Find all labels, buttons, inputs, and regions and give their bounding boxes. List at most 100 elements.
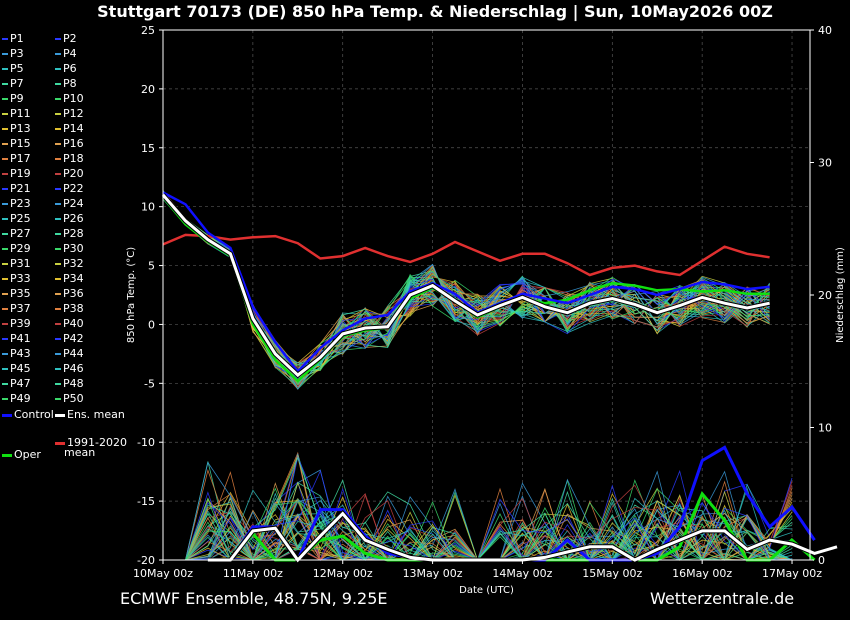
- member-temp-line-P12: [162, 190, 770, 377]
- highlighted-series: [161, 191, 838, 564]
- member-temp-line-P49: [162, 197, 770, 371]
- legend-label: P21: [10, 182, 31, 195]
- legend-swatch: [2, 278, 8, 280]
- legend-item-control: Control: [2, 408, 54, 422]
- legend-item-p9: P9: [2, 92, 24, 106]
- legend-item-p39: P39: [2, 317, 31, 331]
- y-tick-label: 15: [141, 142, 155, 155]
- legend-label: P42: [63, 332, 84, 345]
- legend-item-p23: P23: [2, 197, 31, 211]
- legend-label: P22: [63, 182, 84, 195]
- legend-label: P3: [10, 47, 24, 60]
- legend-item-p33: P33: [2, 272, 31, 286]
- legend-item-p41: P41: [2, 332, 31, 346]
- legend-swatch: [55, 53, 61, 55]
- legend-swatch: [55, 83, 61, 85]
- legend-swatch: [2, 188, 8, 190]
- legend-label: P10: [63, 92, 84, 105]
- member-temp-line-P23: [162, 195, 770, 366]
- member-temp-line-P36: [162, 196, 770, 366]
- legend-item-p2: P2: [55, 32, 77, 46]
- legend-item-p18: P18: [55, 152, 84, 166]
- legend-label: P17: [10, 152, 31, 165]
- legend-item-p22: P22: [55, 182, 84, 196]
- y2-tick-label: 10: [818, 422, 832, 435]
- legend-swatch: [55, 368, 61, 370]
- legend-label: P2: [63, 32, 77, 45]
- legend-label: P47: [10, 377, 31, 390]
- legend-item-p29: P29: [2, 242, 31, 256]
- legend-swatch: [2, 413, 12, 417]
- legend-label: Oper: [14, 448, 41, 461]
- y-tick-label: 10: [141, 201, 155, 214]
- legend-label: P9: [10, 92, 24, 105]
- y2-tick-label: 0: [818, 554, 825, 567]
- legend-swatch: [2, 338, 8, 340]
- y2-tick-label: 40: [818, 24, 832, 37]
- legend-swatch: [2, 53, 8, 55]
- legend-swatch: [2, 398, 8, 400]
- legend-swatch: [55, 441, 65, 445]
- legend-swatch: [55, 233, 61, 235]
- x-tick-label: 10May 00z: [133, 567, 193, 580]
- legend-item-p35: P35: [2, 287, 31, 301]
- member-temp-line-P46: [162, 194, 770, 366]
- legend-swatch: [2, 158, 8, 160]
- legend-item-p17: P17: [2, 152, 31, 166]
- chart-title: Stuttgart 70173 (DE) 850 hPa Temp. & Nie…: [97, 2, 773, 21]
- legend-item-p25: P25: [2, 212, 31, 226]
- legend-swatch: [2, 68, 8, 70]
- legend-swatch: [55, 383, 61, 385]
- legend-label: P43: [10, 347, 31, 360]
- legend-item-oper: Oper: [2, 448, 41, 462]
- legend-item-p31: P31: [2, 257, 31, 271]
- legend-label: P25: [10, 212, 31, 225]
- legend-label: P33: [10, 272, 31, 285]
- legend-label: P15: [10, 137, 31, 150]
- legend-label: P19: [10, 167, 31, 180]
- legend-item-p45: P45: [2, 362, 31, 376]
- legend-label: P44: [63, 347, 84, 360]
- member-temp-line-P26: [162, 198, 770, 368]
- legend-swatch: [55, 308, 61, 310]
- site-credit: Wetterzentrale.de: [650, 589, 795, 608]
- legend-swatch: [55, 323, 61, 325]
- legend-swatch: [2, 203, 8, 205]
- legend-item-p4: P4: [55, 47, 77, 61]
- legend-item-p20: P20: [55, 167, 84, 181]
- legend-label: P29: [10, 242, 31, 255]
- legend-item-p50: P50: [55, 392, 84, 406]
- legend-item-p6: P6: [55, 62, 77, 76]
- legend-swatch: [55, 353, 61, 355]
- y-axis-label: 850 hPa Temp. (°C): [126, 247, 137, 343]
- member-temp-line-P13: [162, 197, 770, 368]
- x-tick-label: 17May 00z: [762, 567, 822, 580]
- legend-item-p5: P5: [2, 62, 24, 76]
- legend-label: P50: [63, 392, 84, 405]
- x-tick-label: 15May 00z: [582, 567, 642, 580]
- legend-item-p19: P19: [2, 167, 31, 181]
- legend-swatch: [2, 128, 8, 130]
- legend-swatch: [55, 38, 61, 40]
- legend-item-ens-mean: Ens. mean: [55, 408, 125, 422]
- legend-label: P18: [63, 152, 84, 165]
- legend-item-p46: P46: [55, 362, 84, 376]
- legend-item-p3: P3: [2, 47, 24, 61]
- legend-item-p8: P8: [55, 77, 77, 91]
- y-tick-label: 20: [141, 83, 155, 96]
- legend-swatch: [2, 38, 8, 40]
- member-temp-line-P45: [162, 196, 770, 372]
- member-temp-line-P19: [162, 194, 770, 373]
- legend-item-p11: P11: [2, 107, 31, 121]
- legend-label: 1991-2020: [67, 436, 127, 449]
- legend-label: P8: [63, 77, 77, 90]
- series-temp-control: [162, 191, 770, 374]
- legend-swatch: [55, 278, 61, 280]
- legend-swatch: [55, 263, 61, 265]
- legend-item-p42: P42: [55, 332, 84, 346]
- legend-swatch: [55, 218, 61, 220]
- legend-swatch: [55, 248, 61, 250]
- legend-swatch: [2, 143, 8, 145]
- legend-swatch: [55, 68, 61, 70]
- legend-item-p30: P30: [55, 242, 84, 256]
